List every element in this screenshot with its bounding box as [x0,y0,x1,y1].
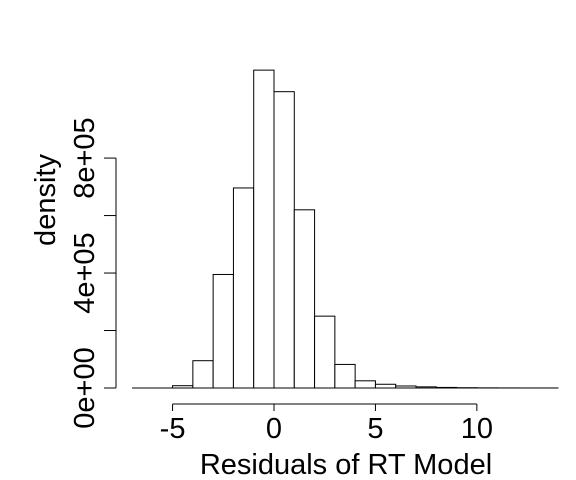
histogram-bar-3 [232,187,255,389]
y-tick-label-0: 0e+00 [69,347,101,428]
histogram-bar-4 [253,69,275,389]
y-tick-label-1: 4e+05 [69,232,101,313]
x-tick-label-2: 5 [367,413,383,445]
y-tick-label-2: 8e+05 [69,117,101,198]
y-axis: 0e+00 4e+05 8e+05 [69,117,117,429]
x-tick-label-3: 10 [461,413,493,445]
histogram-bar-8 [334,363,356,389]
histogram-bar-7 [314,315,336,389]
histogram-bar-9 [354,380,376,389]
x-tick-label-0: -5 [160,413,186,445]
x-tick-label-1: 0 [266,413,282,445]
histogram-bars [132,69,559,389]
histogram-bar-5 [273,91,295,389]
histogram-bar-1 [192,360,214,389]
histogram-bar-2 [212,273,234,389]
x-axis: -5 0 5 10 [160,403,493,445]
histogram-bar-6 [293,209,316,389]
x-axis-label: Residuals of RT Model [200,449,492,480]
histogram-bar-10 [374,383,397,389]
y-axis-label: density [30,154,62,246]
